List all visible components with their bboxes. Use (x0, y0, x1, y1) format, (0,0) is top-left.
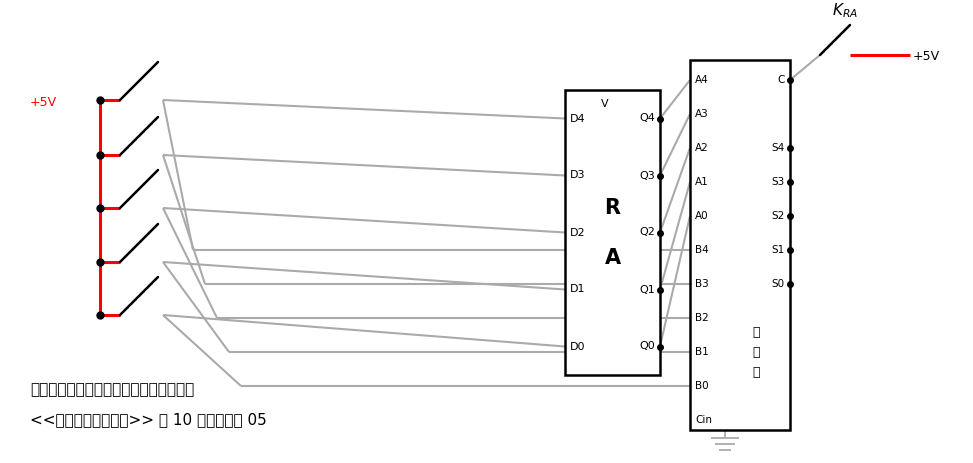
Text: S3: S3 (772, 177, 785, 187)
Text: A: A (604, 248, 621, 268)
Text: A1: A1 (695, 177, 708, 187)
Bar (565, 90, 660, 375)
Text: D3: D3 (570, 170, 586, 181)
Text: C: C (777, 75, 785, 85)
Text: R: R (604, 198, 621, 218)
Text: Q3: Q3 (639, 170, 655, 181)
Text: S4: S4 (772, 143, 785, 153)
Text: D2: D2 (570, 227, 586, 238)
Text: S2: S2 (772, 211, 785, 221)
Text: A4: A4 (695, 75, 708, 85)
Text: B0: B0 (695, 381, 708, 391)
Text: B2: B2 (695, 313, 708, 323)
Text: Q2: Q2 (639, 227, 655, 238)
Text: B3: B3 (695, 279, 708, 289)
Text: B4: B4 (695, 245, 708, 255)
Text: D4: D4 (570, 113, 586, 124)
Text: Q1: Q1 (639, 284, 655, 294)
Text: $K_{RA}$: $K_{RA}$ (832, 1, 858, 20)
Text: B1: B1 (695, 347, 708, 357)
Text: Q0: Q0 (639, 342, 655, 351)
Bar (690, 60, 790, 430)
Text: A2: A2 (695, 143, 708, 153)
Text: 法: 法 (752, 345, 760, 358)
Text: Cin: Cin (695, 415, 712, 425)
Text: 器: 器 (752, 365, 760, 378)
Text: +5V: +5V (913, 50, 940, 63)
Text: A3: A3 (695, 109, 708, 119)
Text: +5V: +5V (30, 95, 57, 108)
Text: Q4: Q4 (639, 113, 655, 124)
Text: <<穿越计算机的迎雾>> 第 10 章示例电路 05: <<穿越计算机的迎雾>> 第 10 章示例电路 05 (30, 413, 267, 427)
Text: 用同一排开关既提供被加数、也提供加数: 用同一排开关既提供被加数、也提供加数 (30, 382, 195, 398)
Text: A0: A0 (695, 211, 708, 221)
Text: D1: D1 (570, 284, 586, 294)
Text: 加: 加 (752, 325, 760, 338)
Text: S1: S1 (772, 245, 785, 255)
Text: V: V (600, 99, 608, 109)
Text: D0: D0 (570, 342, 586, 351)
Text: S0: S0 (772, 279, 785, 289)
